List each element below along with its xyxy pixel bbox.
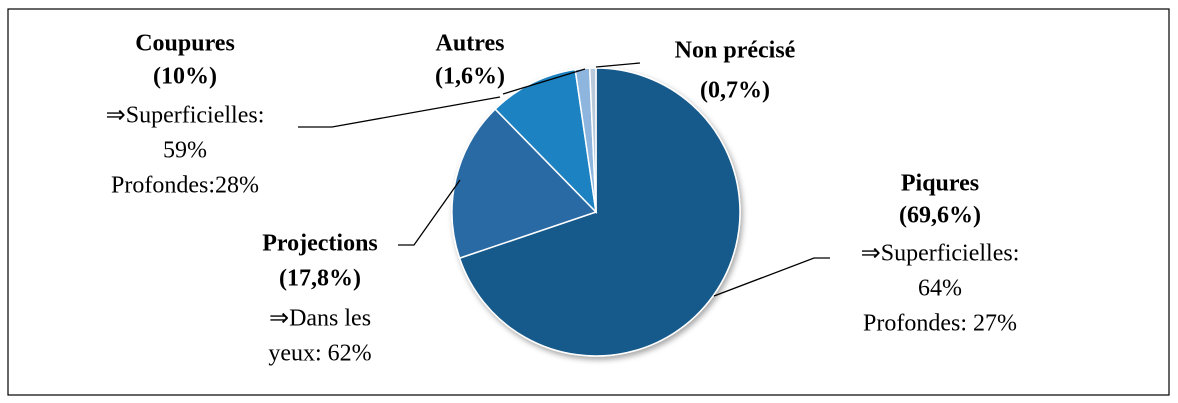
detail-label: ⇒Superficielles: [861,241,1020,267]
detail-label: Profondes: 27% [863,311,1017,337]
detail-label: ⇒Superficielles: [106,103,265,129]
pie-slice [458,67,741,357]
slice-label: Autres [436,31,505,57]
detail-label: Profondes:28% [111,173,259,199]
slice-label: Piqures [901,171,979,197]
frame [7,8,1170,396]
value-label: (69,6%) [899,203,981,229]
value-label: (10%) [153,64,217,90]
detail-label: 59% [163,138,207,164]
slice-label: Coupures [135,31,235,57]
detail-label: 64% [918,276,962,302]
leader-line [502,68,586,95]
value-label: (1,6%) [435,64,505,90]
detail-label: ⇒Dans les [269,306,371,332]
leader-line [298,96,501,128]
pie-slice [588,67,597,213]
leader-line [595,62,641,68]
slice-label: Non précisé [675,38,796,64]
pie-slice [451,108,598,260]
detail-label: yeux: 62% [268,341,371,367]
slice-label: Projections [262,231,378,257]
pie [451,67,741,357]
pie-slice [494,68,598,215]
leader-line [713,257,830,297]
leader-line [398,179,461,246]
value-label: (0,7%) [700,78,770,104]
value-label: (17,8%) [279,266,361,292]
